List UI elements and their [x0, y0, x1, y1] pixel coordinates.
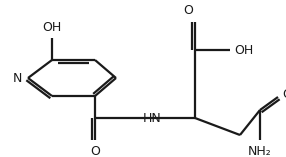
Text: N: N — [13, 71, 22, 84]
Text: HN: HN — [143, 111, 161, 125]
Text: O: O — [282, 87, 286, 100]
Text: OH: OH — [234, 43, 253, 57]
Text: O: O — [183, 4, 193, 17]
Text: NH₂: NH₂ — [248, 145, 272, 157]
Text: OH: OH — [42, 21, 61, 34]
Text: O: O — [90, 145, 100, 157]
